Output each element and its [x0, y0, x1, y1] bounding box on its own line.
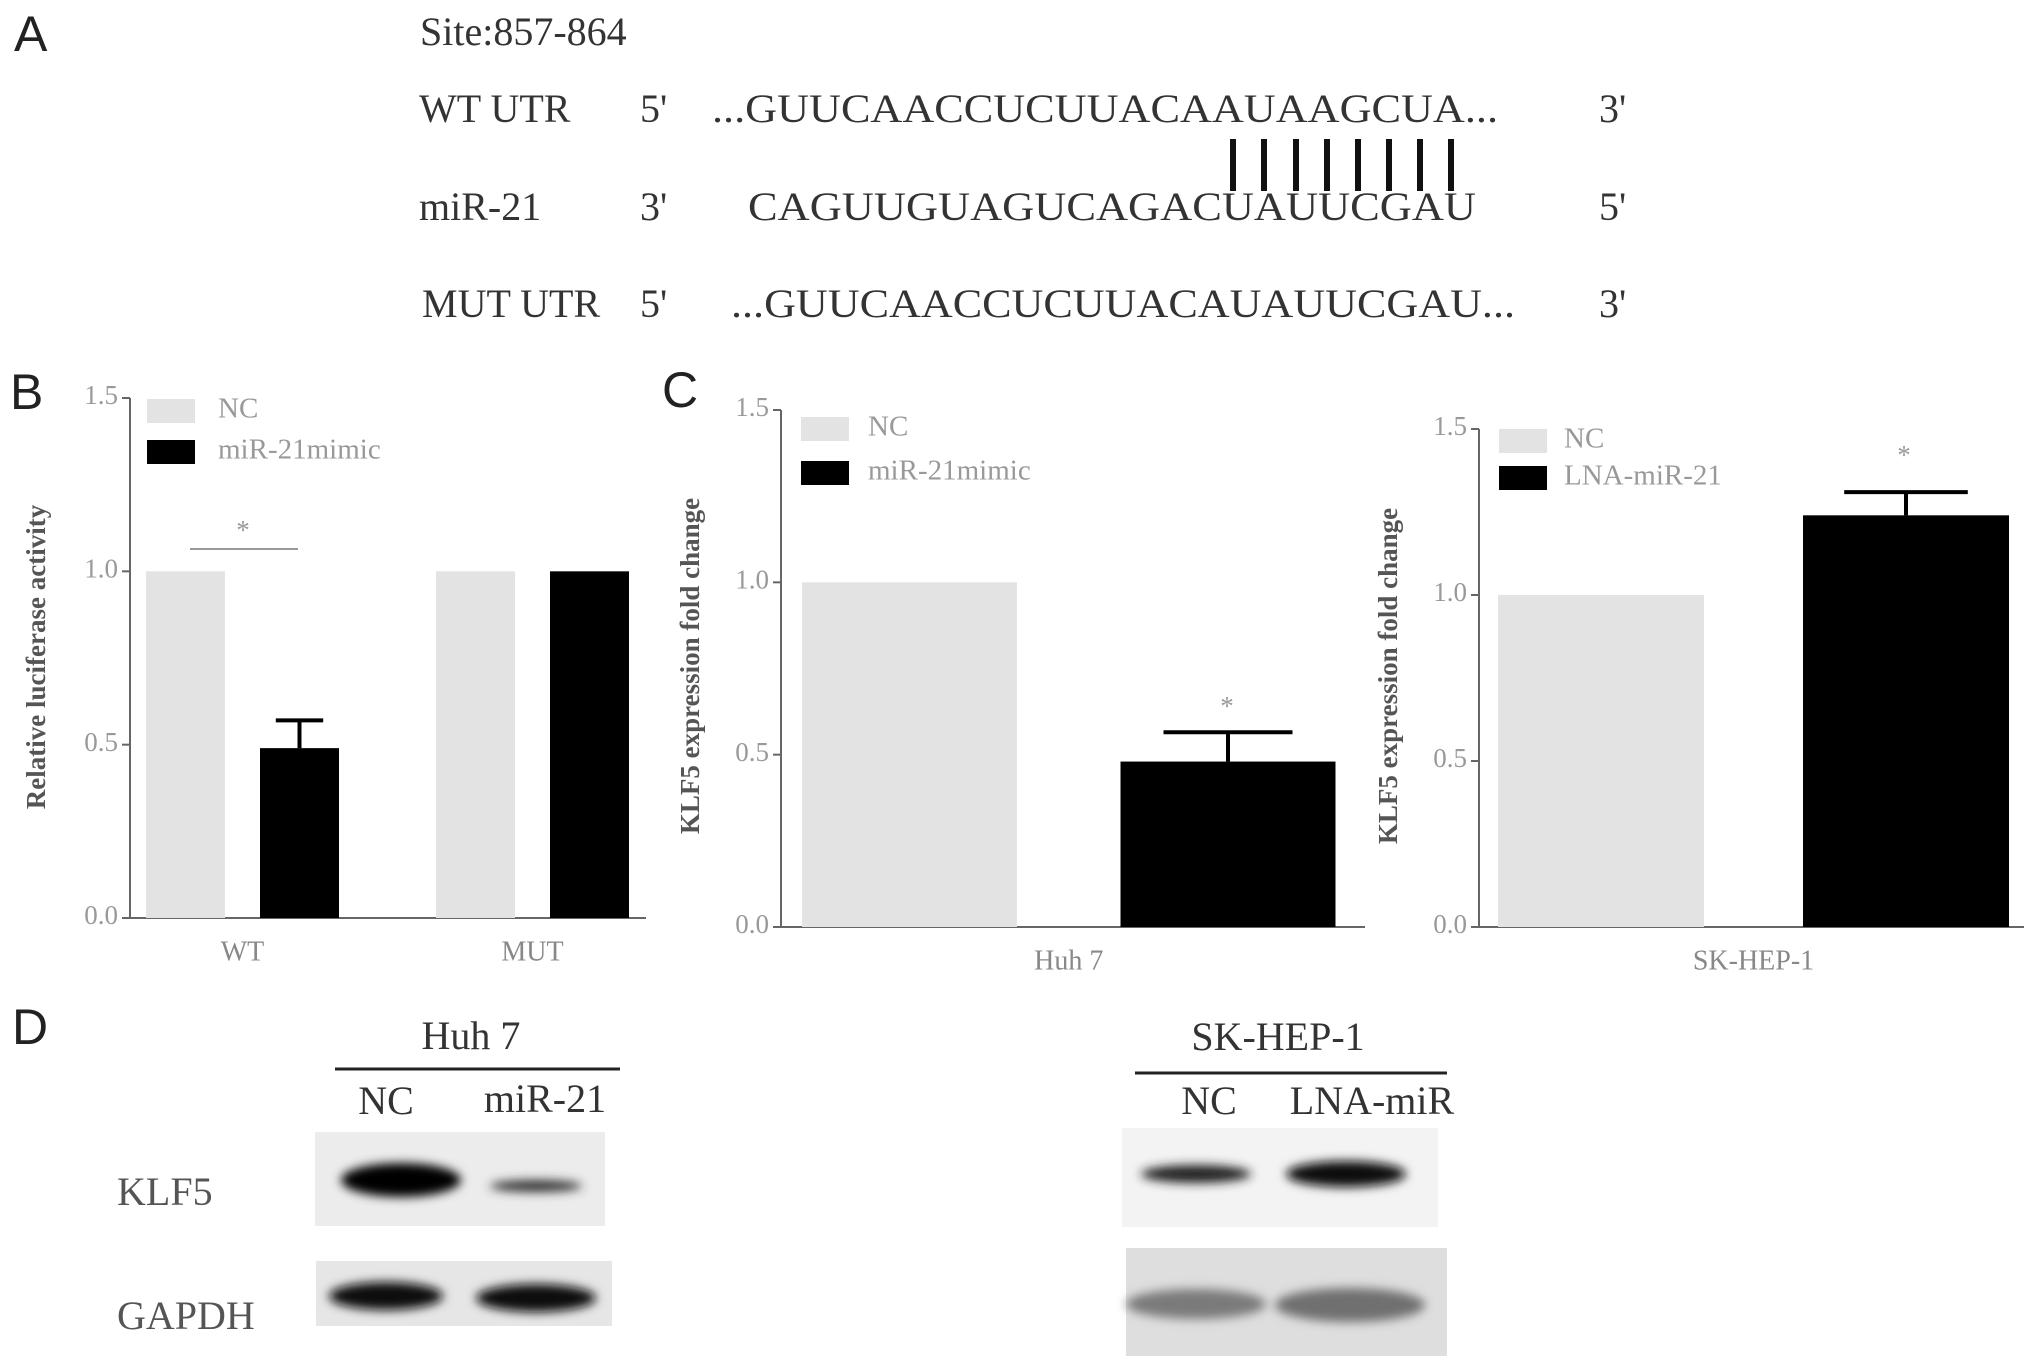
error-bar: [1844, 490, 1968, 516]
panel-label: A: [14, 6, 48, 62]
error-bar: [275, 718, 324, 749]
bar: [1120, 761, 1336, 927]
y-axis-label: Relative luciferase activity: [21, 504, 51, 809]
y-tick-label: 1.5: [84, 380, 118, 410]
bar: [550, 571, 629, 918]
y-tick-label: 0.0: [735, 909, 769, 939]
lane-label: NC: [358, 1078, 414, 1123]
seq-end: 5': [640, 86, 667, 131]
y-tick-label: 0.5: [84, 727, 118, 757]
y-tick-label: 1.0: [735, 565, 769, 595]
base-pairs: [1230, 139, 1454, 191]
legend-label: NC: [1564, 423, 1604, 455]
seq-name: WT UTR: [419, 86, 571, 131]
y-tick-label: 1.5: [735, 392, 769, 422]
legend-label: miR-21mimic: [218, 434, 381, 466]
cell-line: Huh 7: [422, 1013, 521, 1058]
cell-line: SK-HEP-1: [1191, 1014, 1364, 1059]
lane-label: LNA-miR: [1290, 1078, 1455, 1123]
legend-swatch: [147, 440, 195, 464]
significance: *: [1220, 691, 1234, 721]
legend-swatch: [801, 461, 849, 485]
y-axis-label: KLF5 expression fold change: [1373, 508, 1403, 844]
sequence: ...GUUCAACCUCUUACAUAUUCGAU...: [731, 281, 1515, 326]
y-tick-label: 1.0: [84, 554, 118, 584]
seq-name: miR-21: [419, 184, 541, 229]
legend-swatch: [1499, 429, 1547, 453]
y-axis-label: KLF5 expression fold change: [675, 498, 705, 834]
seq-end: 3': [1599, 281, 1626, 326]
bar: [260, 748, 339, 918]
x-tick-label: SK-HEP-1: [1693, 945, 1814, 976]
legend-label: miR-21mimic: [868, 455, 1031, 487]
x-tick-label: MUT: [501, 936, 563, 967]
legend-swatch: [147, 399, 195, 423]
bar: [436, 571, 515, 918]
panel-label: B: [10, 364, 43, 420]
y-tick-label: 0.0: [84, 900, 118, 930]
y-tick-label: 1.5: [1433, 411, 1467, 441]
bar: [802, 582, 1017, 927]
y-tick-label: 0.5: [1433, 743, 1467, 773]
seq-end: 5': [640, 281, 667, 326]
significance: *: [1897, 440, 1911, 470]
legend-label: NC: [218, 393, 258, 425]
bar: [1803, 515, 2009, 927]
seq-end: 3': [1599, 86, 1626, 131]
x-tick-label: WT: [221, 936, 265, 967]
sequence: CAGUUGUAGUCAGACUAUUCGAU: [748, 184, 1476, 229]
panel-label: C: [662, 362, 698, 418]
y-tick-label: 0.0: [1433, 909, 1467, 939]
bar: [1498, 595, 1704, 927]
site-title: Site:857-864: [420, 9, 627, 54]
row-label: GAPDH: [117, 1293, 255, 1338]
y-tick-label: 1.0: [1433, 577, 1467, 607]
legend-label: NC: [868, 411, 908, 443]
legend-label: LNA-miR-21: [1564, 460, 1722, 492]
row-label: KLF5: [117, 1169, 213, 1214]
lane-label: NC: [1181, 1078, 1237, 1123]
x-tick-label: Huh 7: [1034, 945, 1103, 976]
blot-images: [315, 1128, 1447, 1356]
legend-swatch: [1499, 466, 1547, 490]
sequence: ...GUUCAACCUCUUACAAUAAGCUA...: [712, 86, 1498, 131]
bar: [146, 571, 225, 918]
error-bar: [1163, 730, 1293, 762]
panel-label: D: [12, 999, 48, 1055]
significance: *: [236, 515, 250, 545]
legend-swatch: [801, 417, 849, 441]
y-tick-label: 0.5: [735, 737, 769, 767]
seq-end: 3': [640, 184, 667, 229]
lane-label: miR-21: [484, 1076, 606, 1121]
seq-end: 5': [1599, 184, 1626, 229]
seq-name: MUT UTR: [422, 281, 600, 326]
